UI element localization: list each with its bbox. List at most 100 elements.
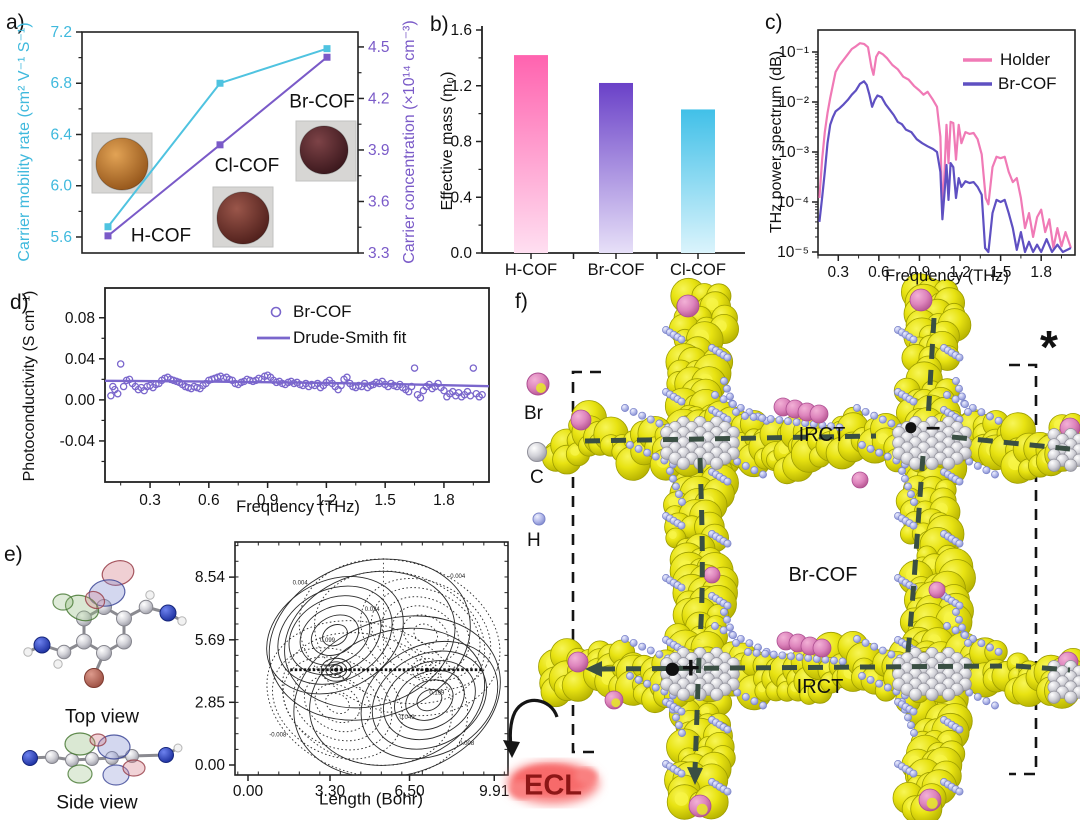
orbital-lobes-side	[64, 732, 146, 786]
d-scatter-series	[107, 360, 486, 402]
f-asterisk: *	[1040, 321, 1058, 373]
svg-text:0.099: 0.099	[320, 638, 336, 644]
svg-text:1.2: 1.2	[316, 492, 338, 509]
top-view-molecule	[23, 560, 187, 688]
c-series-Br-COF	[818, 80, 1072, 254]
svg-text:0.3: 0.3	[139, 492, 161, 509]
svg-text:0.008: 0.008	[459, 741, 475, 747]
svg-text:5.6: 5.6	[50, 229, 72, 246]
panel-e-contour: 0.004 -0.004 -0.008 0.008 0.024 0.049 0.099 0.1…	[195, 541, 509, 800]
panel-b-letter: b)	[430, 13, 449, 36]
d-x-axis-title: Frequency (THz)	[236, 497, 360, 516]
a-sample-label-clcof: Cl-COF	[214, 155, 280, 177]
c-legend-holder: Holder	[1000, 50, 1051, 69]
f-ecl-label: ECL	[524, 769, 582, 802]
panel-c-letter: c)	[765, 11, 783, 34]
f-bromine-spheres	[567, 288, 1080, 818]
svg-text:0.04: 0.04	[65, 351, 96, 368]
svg-text:Cl-COF: Cl-COF	[670, 261, 726, 279]
f-yellow-framework	[538, 273, 1080, 820]
f-legend-c-label: C	[530, 467, 544, 488]
panel-c-chart: 10⁻¹10⁻²10⁻³10⁻⁴10⁻⁵0.3 0.6 0.9 1.2 1.5 1.8	[777, 29, 1076, 281]
c-series-Holder	[818, 42, 1072, 250]
panel-a-letter: a)	[6, 11, 25, 34]
e-x-axis-title: Length (Bohr)	[319, 789, 423, 809]
svg-text:4.2: 4.2	[368, 90, 390, 107]
e-contour-lines: 0.004 -0.004 -0.008 0.008 0.024 0.049 0.099 0.1…	[266, 558, 501, 775]
svg-text:0.004: 0.004	[293, 581, 309, 587]
c-y-axis-title: THz power spectrum (dB)	[768, 50, 785, 234]
svg-text:3.3: 3.3	[368, 245, 390, 262]
svg-text:7.2: 7.2	[50, 24, 72, 41]
a-sample-label-hcof: H-COF	[130, 225, 192, 247]
svg-text:0.00: 0.00	[195, 757, 226, 774]
f-brcof-label: Br-COF	[788, 564, 858, 586]
d-legend-brcof: Br-COF	[293, 302, 352, 321]
svg-text:0.08: 0.08	[65, 310, 95, 327]
d-legend-fit: Drude-Smith fit	[293, 328, 407, 347]
a-series-left	[104, 45, 331, 231]
svg-text:10⁻³: 10⁻³	[778, 144, 809, 161]
svg-text:6.0: 6.0	[50, 178, 72, 195]
svg-text:1.5: 1.5	[990, 264, 1012, 281]
f-irct-bottom-label: IRCT	[796, 676, 844, 698]
panel-a-chart: 5.6 6.0 6.4 6.8 7.2 3.3 3.6 3.9 4.2 4.5	[50, 24, 389, 262]
orbital-lobes-top	[52, 560, 135, 622]
f-legend-br-label: Br	[524, 403, 543, 424]
c-x-axis-title: Frequency (THz)	[885, 266, 1009, 285]
side-view-molecule	[22, 732, 183, 786]
svg-text:6.50: 6.50	[394, 783, 425, 800]
b-bar-Br-COF	[599, 82, 633, 254]
svg-text:0.00: 0.00	[65, 392, 96, 409]
f-hole-marker: ●+	[663, 650, 700, 685]
svg-text:0.8: 0.8	[450, 134, 472, 151]
svg-text:6.8: 6.8	[50, 75, 72, 92]
svg-text:5.69: 5.69	[195, 632, 225, 649]
svg-text:0.6: 0.6	[198, 492, 220, 509]
b-bar-H-COF	[514, 55, 548, 254]
a-left-axis-title: Carrier mobility rate (cm² V⁻¹ S⁻¹)	[16, 22, 33, 262]
panel-f-letter: f)	[515, 290, 528, 313]
svg-text:0.9: 0.9	[257, 492, 279, 509]
svg-text:1.8: 1.8	[1030, 264, 1052, 281]
c-atom-icon	[527, 442, 547, 462]
panel-e-letter: e)	[4, 543, 23, 566]
svg-text:1.6: 1.6	[450, 22, 472, 39]
svg-text:10⁻¹: 10⁻¹	[778, 44, 809, 61]
f-legend-h-label: H	[527, 530, 541, 551]
d-y-axis-title: Photoconductivity (S cm⁻¹)	[21, 290, 38, 482]
svg-text:-0.04: -0.04	[60, 433, 96, 450]
e-side-view-label: Side view	[56, 792, 138, 814]
svg-text:1.8: 1.8	[433, 492, 455, 509]
panel-d-chart: 0.08 0.04 0.00 -0.04 0.3 0.6 0.9 1.2 1.5 1.8	[60, 287, 490, 509]
svg-text:2.85: 2.85	[195, 694, 225, 711]
panel-f-structure	[503, 273, 1080, 820]
svg-text:10⁻⁴: 10⁻⁴	[777, 194, 809, 211]
c-legend-brcof: Br-COF	[998, 74, 1057, 93]
svg-text:0.00: 0.00	[233, 783, 264, 800]
svg-text:1.2: 1.2	[949, 264, 971, 281]
a-right-axis-title: Carrier concentration (×10¹⁴ cm⁻³)	[401, 20, 418, 264]
b-bar-Cl-COF	[681, 109, 715, 253]
svg-text:4.5: 4.5	[368, 39, 390, 56]
svg-text:10⁻⁵: 10⁻⁵	[777, 244, 809, 261]
svg-text:1.2: 1.2	[450, 78, 472, 95]
panel-b-chart: 0.0 0.4 0.8 1.2 1.6 H-COF Br-COF Cl-COF	[450, 22, 745, 279]
svg-text:3.6: 3.6	[368, 193, 390, 210]
f-irct-path	[584, 317, 1071, 785]
svg-text:8.54: 8.54	[195, 569, 226, 586]
svg-text:0.4: 0.4	[450, 189, 472, 206]
svg-text:Br-COF: Br-COF	[588, 261, 645, 279]
svg-text:0.049: 0.049	[400, 715, 416, 721]
f-atom-legend-icons	[526, 372, 550, 526]
a-series-right	[104, 53, 331, 240]
svg-text:0.199: 0.199	[429, 691, 445, 697]
svg-text:9.91: 9.91	[479, 783, 509, 800]
f-irct-top-label: IRCT	[798, 424, 846, 446]
a-sample-label-brcof: Br-COF	[289, 91, 355, 113]
svg-text:6.4: 6.4	[50, 126, 72, 143]
svg-text:0.6: 0.6	[868, 264, 890, 281]
svg-text:-0.004: -0.004	[448, 574, 466, 580]
